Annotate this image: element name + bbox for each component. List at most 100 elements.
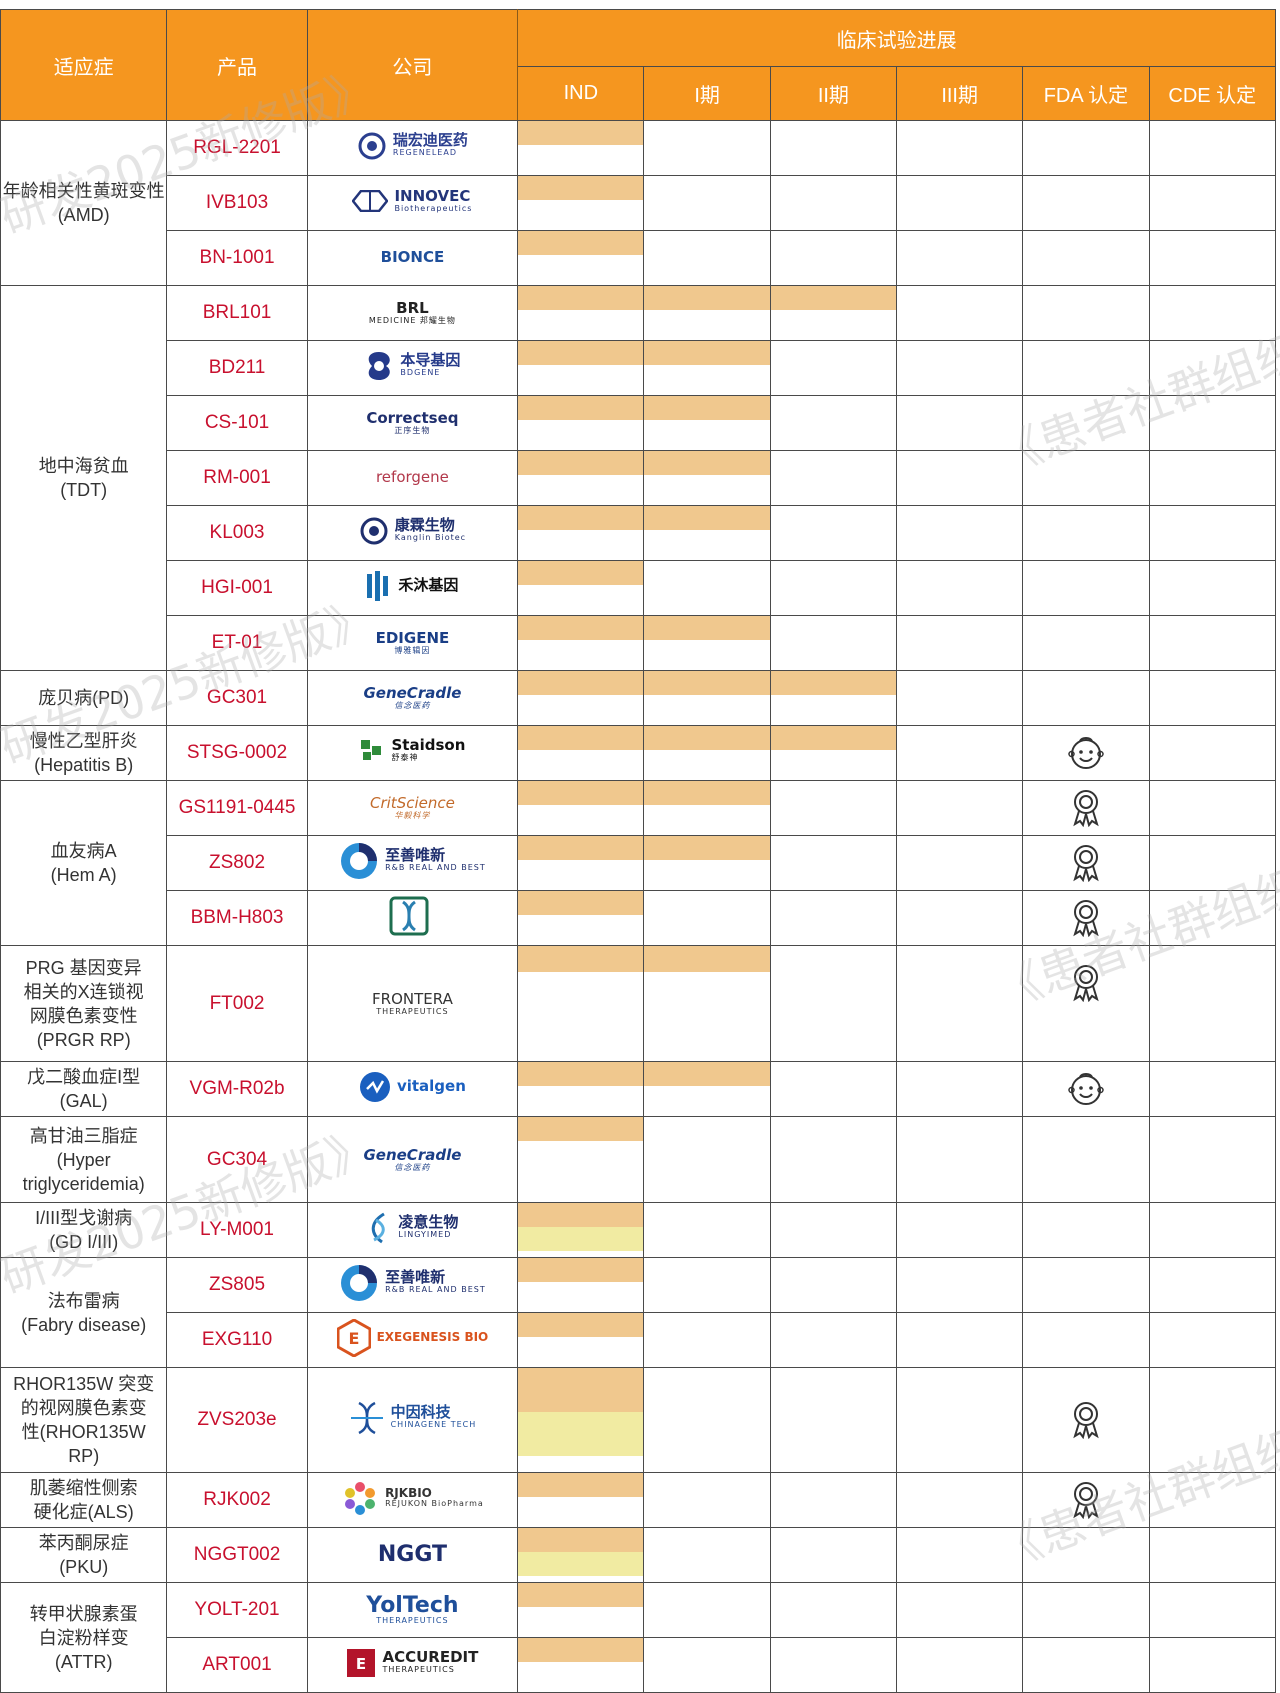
progress-bar [518,176,644,200]
stage-phase3-cell [896,285,1024,341]
header-stage-phase3: III期 [896,66,1024,121]
stage-ind-cell [517,1637,645,1693]
progress-bar [518,1313,644,1337]
company-name: 禾沐基因 [398,575,459,594]
cde-designation-cell [1148,1472,1277,1528]
indication-cell: 慢性乙型肝炎 (Hepatitis B) [0,725,168,781]
company-subtitle: MEDICINE 邦耀生物 [368,316,456,326]
progress-bar [644,836,770,860]
stage-phase2-cell [769,1637,898,1693]
company-logo [389,896,435,936]
company-subtitle: REJUKON BioPharma [385,1498,484,1508]
company-subtitle: Kanglin Biotec [394,533,467,543]
stage-phase2-cell [769,1202,898,1258]
company-cell: CritScience 华毅科学 [306,780,519,836]
stage-phase1-cell [643,1472,771,1528]
fda-designation-cell [1022,285,1150,341]
progress-bar [644,451,770,475]
company-logo: reforgene [376,469,449,486]
table-body: 年龄相关性黄斑变性(AMD) RGL-2201 瑞宏迪医药 REGENELEAD IVB… [0,120,1277,1693]
stage-ind-cell [517,1116,645,1203]
table-row: 肌萎缩性侧索 硬化症(ALS) RJK002 RJKBIO REJUKON BioPh… [0,1472,1277,1528]
progress-bar [518,121,644,145]
progress-bar [518,726,644,750]
company-logo-mark-icon: E [336,1317,372,1358]
fda-designation-cell [1022,670,1150,726]
fda-designation-cell [1022,450,1150,506]
company-name: BRL [396,299,429,318]
product-name: RGL-2201 [193,137,281,158]
progress-bar-secondary [518,1552,644,1576]
stage-phase3-cell [896,1202,1024,1258]
stage-ind-cell [517,175,645,231]
stage-phase2-cell [769,615,898,671]
product-cell: HGI-001 [166,560,308,616]
indication-cell: RHOR135W 突变 的视网膜色素变 性(RHOR135W RP) [0,1367,168,1473]
cde-designation-cell [1148,1582,1277,1638]
indication-cell: 转甲状腺素蛋 白淀粉样变 (ATTR) [0,1582,168,1693]
product-cell: ZVS203e [166,1367,308,1473]
stage-phase3-cell [896,505,1024,561]
company-name: RJKBIO [385,1486,432,1500]
indication-label: 血友病A (Hem A) [50,841,117,885]
stage-ind-cell [517,230,645,286]
company-logo: 康霖生物 Kanglin Biotec [359,516,466,546]
stage-ind-cell [517,395,645,451]
table-row: 血友病A (Hem A) GS1191-0445 CritScience 华毅科学 [0,780,1277,946]
company-subtitle: THERAPEUTICS [382,1665,455,1675]
company-cell: 中因科技 CHINAGENE TECH [306,1367,519,1473]
company-cell: vitalgen [306,1061,519,1117]
product-cell: IVB103 [166,175,308,231]
stage-ind-cell [517,1527,645,1583]
table-row: BN-1001 BIONCE [1,230,1277,286]
company-logo: 本导基因 BDGENE [364,350,460,382]
fda-designation-cell [1022,1637,1150,1693]
company-name: 至善唯新 [385,846,446,865]
product-name: HGI-001 [201,577,273,598]
product-name: FT002 [209,992,265,1014]
cde-designation-cell [1148,945,1277,1062]
company-name: GeneCradle [363,684,462,703]
stage-phase2-cell [769,230,898,286]
company-logo: GeneCradle 信念医药 [363,684,462,711]
company-cell: 康霖生物 Kanglin Biotec [306,505,519,561]
header-cde: CDE 认定 [1148,66,1277,121]
company-logo-mark-icon [359,1071,391,1103]
stage-phase1-cell [643,230,771,286]
stage-phase2-cell [769,1472,898,1528]
company-subtitle: R&B REAL AND BEST [385,1285,486,1295]
company-subtitle: 信念医药 [394,701,431,711]
company-logo: NGGT [378,1543,447,1566]
cde-designation-cell [1148,615,1277,671]
stage-phase2-cell [769,505,898,561]
company-logo: 瑞宏迪医药 REGENELEAD [357,131,468,161]
company-logo-mark-icon [364,350,394,382]
stage-ind-cell [517,1061,645,1117]
stage-phase2-cell [769,120,898,176]
baby-face-icon [1023,1072,1148,1106]
stage-phase1-cell [643,670,771,726]
progress-bar [518,1368,644,1412]
stage-phase2-cell [769,1367,898,1473]
table-row: 高甘油三脂症 (Hyper triglyceridemia) GC304 GeneC… [0,1116,1277,1203]
fda-designation-cell [1022,780,1150,836]
product-name: YOLT-201 [194,1599,280,1620]
progress-bar [644,946,770,972]
cde-designation-cell [1148,670,1277,726]
company-name: GeneCradle [363,1145,462,1164]
company-logo-mark-icon [357,131,387,161]
indication-label: 转甲状腺素蛋 白淀粉样变 (ATTR) [29,1603,138,1672]
stage-phase3-cell [896,780,1024,836]
stage-phase2-cell [769,1527,898,1583]
table-row: 庞贝病(PD) GC301 GeneCradle 信念医药 [0,670,1277,726]
progress-bar [518,396,644,420]
stage-ind-cell [517,285,645,341]
company-cell: YolTech THERAPEUTICS [306,1582,519,1638]
stage-phase1-cell [643,1582,771,1638]
stage-ind-cell [517,1312,645,1368]
stage-phase1-cell [643,1527,771,1583]
company-logo: 中因科技 CHINAGENE TECH [349,1401,477,1435]
company-cell [306,890,519,946]
progress-bar [518,891,644,915]
company-name: EXEGENESIS BIO [376,1330,489,1345]
